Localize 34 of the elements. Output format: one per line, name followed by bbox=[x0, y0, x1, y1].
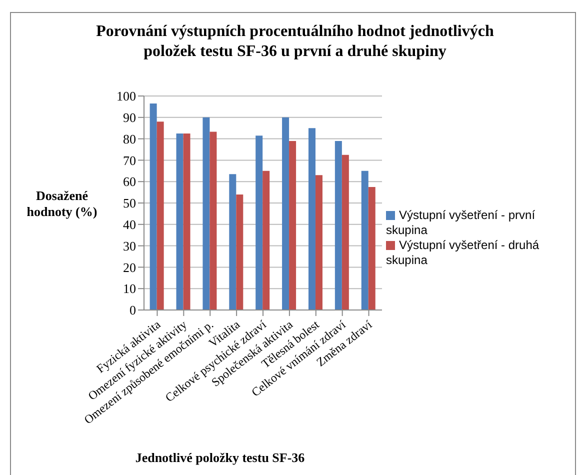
bar bbox=[368, 186, 376, 310]
bar bbox=[289, 140, 296, 310]
bar bbox=[315, 175, 322, 310]
bar bbox=[176, 133, 184, 310]
y-tick-label: 30 bbox=[123, 238, 136, 254]
y-axis-title: Dosažené hodnoty (%) bbox=[26, 188, 98, 220]
y-tick-label: 40 bbox=[123, 217, 136, 232]
y-tick-label: 10 bbox=[123, 281, 136, 296]
bar bbox=[308, 128, 316, 310]
bar bbox=[236, 194, 244, 310]
y-tick-label: 50 bbox=[123, 196, 136, 211]
bar bbox=[334, 140, 342, 310]
y-tick-label: 90 bbox=[123, 110, 136, 126]
legend-label: Výstupní vyšetření - první skupina bbox=[386, 208, 536, 236]
bar bbox=[342, 154, 349, 310]
y-tick-label: 60 bbox=[123, 174, 136, 190]
x-axis-title: Jednotlivé položky testu SF-36 bbox=[134, 450, 306, 466]
bar bbox=[202, 117, 210, 310]
y-tick-label: 20 bbox=[123, 260, 136, 275]
bar bbox=[361, 170, 368, 310]
bar bbox=[150, 103, 157, 310]
bar bbox=[210, 132, 217, 310]
y-tick-label: 80 bbox=[123, 131, 136, 146]
legend-label: Výstupní vyšetření - druhá skupina bbox=[386, 238, 540, 266]
y-tick-label: 70 bbox=[123, 152, 136, 168]
y-tick-label: 100 bbox=[116, 88, 136, 104]
bar bbox=[282, 117, 290, 310]
bar bbox=[156, 122, 164, 310]
bar bbox=[229, 174, 236, 310]
chart-title: Porovnání výstupních procentuálního hodnot jednotlivých položek testu SF-36 u první a druhé skupiny bbox=[95, 22, 495, 62]
y-tick-label: 0 bbox=[130, 302, 136, 318]
bar bbox=[256, 136, 263, 310]
bar bbox=[262, 170, 270, 310]
bar bbox=[183, 133, 190, 310]
